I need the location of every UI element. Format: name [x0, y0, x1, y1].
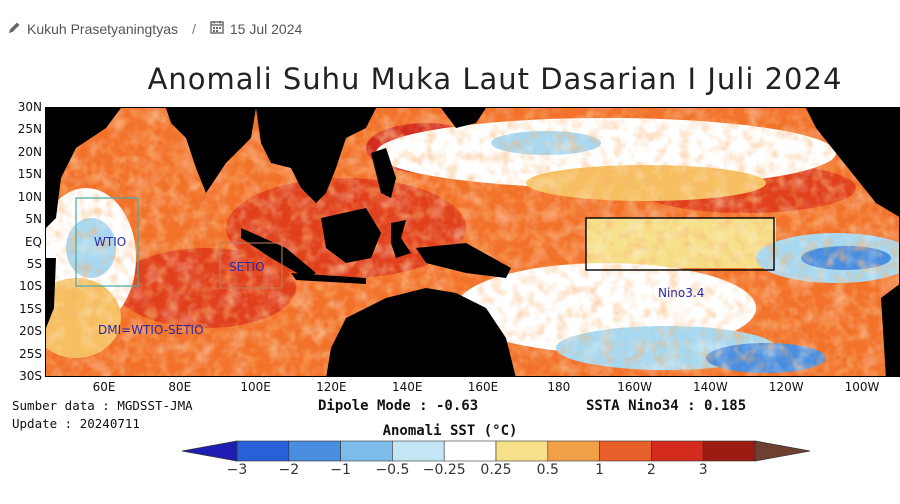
land-africa: [46, 108, 121, 228]
lat-label: EQ: [24, 234, 42, 249]
colorbar-segment: [340, 440, 393, 462]
lat-label: 30S: [19, 369, 42, 383]
colorbar-tick-label: −3: [226, 462, 248, 478]
land-central-america: [806, 108, 899, 217]
lat-label: 10N: [17, 189, 42, 204]
colorbar-segment: [392, 440, 445, 462]
calendar-icon: [210, 20, 224, 37]
lat-label: 5S: [26, 256, 42, 271]
pencil-icon: [8, 21, 21, 37]
land-india: [166, 108, 256, 193]
region-label-wtio: WTIO: [94, 235, 127, 249]
lon-label: 60E: [92, 380, 116, 394]
colorbar-tick-label: −1: [330, 462, 351, 478]
colorbar-segment: [599, 440, 652, 462]
lon-label: 160W: [617, 380, 652, 394]
lon-label: 80E: [168, 380, 192, 394]
lon-label: 180: [547, 380, 571, 394]
land-japan: [441, 108, 486, 128]
colorbar-segment: [236, 440, 290, 462]
byline: Kukuh Prasetyaningtyas / 15 Jul 2024: [8, 20, 302, 37]
colorbar-tick-label: 3: [698, 462, 708, 478]
colorbar-segment: [547, 440, 600, 462]
colorbar-tick-label: −0.25: [422, 462, 466, 478]
land-java: [291, 273, 366, 284]
post-date: 15 Jul 2024: [229, 20, 303, 37]
wtio-box: [75, 197, 139, 287]
colorbar-segment: [495, 440, 549, 462]
lat-label: 30N: [17, 100, 42, 114]
land-sulawesi: [391, 220, 411, 258]
author-name[interactable]: Kukuh Prasetyaningtyas: [27, 20, 178, 37]
land-philippines: [371, 148, 396, 198]
lon-label: 140W: [693, 380, 728, 394]
land-indochina: [256, 108, 376, 203]
land-papua: [416, 243, 511, 278]
lon-label: 100E: [240, 380, 271, 394]
nino34-box: [585, 217, 775, 271]
source-label: Sumber data : MGDSST-JMA: [12, 398, 193, 413]
land-masses: [46, 108, 899, 376]
map-canvas: [46, 108, 899, 376]
land-sumatra: [241, 228, 316, 278]
dipole-mode-label: Dipole Mode : -0.63: [318, 398, 479, 414]
colorbar-segment: [288, 440, 341, 462]
region-label-dmi: DMI=WTIO-SETIO: [98, 323, 204, 337]
colorbar-tick-label: 2: [646, 462, 656, 478]
region-label-setio: SETIO: [229, 260, 265, 274]
lon-label: 160E: [467, 380, 499, 394]
land-south-america: [881, 284, 899, 376]
land-australia: [326, 288, 516, 376]
lat-label: 15S: [19, 301, 42, 316]
lat-label: 25N: [17, 122, 42, 137]
colorbar-segment: [702, 440, 756, 462]
colorbar-segment: [443, 440, 497, 462]
colorbar-arrow-high: [754, 440, 811, 462]
lon-label: 140E: [391, 380, 423, 394]
colorbar-tick-label: −0.5: [375, 462, 410, 478]
byline-separator: /: [191, 20, 196, 37]
colorbar-title: Anomali SST (°C): [382, 423, 518, 439]
lat-label: 20S: [19, 324, 42, 339]
region-label-nino34: Nino3.4: [658, 286, 705, 300]
colorbar-tick-label: 0.25: [480, 462, 512, 478]
land-borneo: [321, 208, 381, 263]
sst-anomaly-map: WTIO SETIO Nino3.4 DMI=WTIO-SETIO: [45, 107, 900, 377]
lat-label: 5N: [25, 212, 42, 227]
setio-box: [219, 242, 283, 289]
lat-label: 20N: [17, 144, 42, 159]
colorbar-tick-label: −2: [278, 462, 300, 478]
land-africa-south: [46, 258, 56, 328]
colorbar-tick-label: 1: [595, 462, 605, 478]
nino34-label: SSTA Nino34 : 0.185: [586, 398, 747, 414]
lon-label: 120W: [768, 380, 804, 394]
map-title: Anomali Suhu Muka Laut Dasarian I Juli 2…: [147, 62, 843, 96]
lat-label: 10S: [19, 279, 42, 294]
lon-label: 100W: [844, 380, 880, 394]
update-label: Update : 20240711: [12, 416, 140, 431]
colorbar-tick-label: 0.5: [536, 462, 559, 478]
colorbar: [181, 440, 811, 462]
lat-label: 25S: [19, 346, 42, 361]
lat-label: 15N: [17, 167, 42, 182]
colorbar-segment: [651, 440, 704, 462]
lon-label: 120E: [316, 380, 347, 394]
colorbar-arrow-low: [181, 440, 238, 462]
